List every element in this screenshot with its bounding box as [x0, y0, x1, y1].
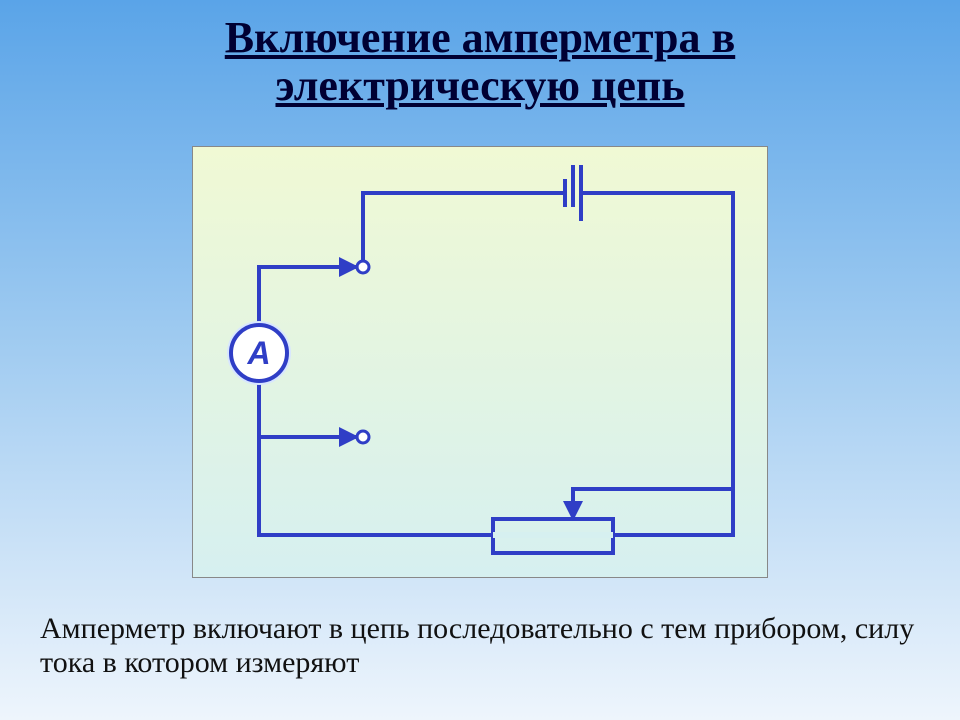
ammeter-label: А	[246, 335, 270, 371]
slide-title: Включение амперметра в электрическую цеп…	[0, 14, 960, 111]
circuit-diagram: А	[192, 146, 768, 578]
slide-caption: Амперметр включают в цепь последовательн…	[40, 612, 920, 680]
title-line-1: Включение амперметра в	[225, 13, 735, 62]
title-line-2: электрическую цепь	[275, 61, 684, 110]
circuit-svg: А	[193, 147, 769, 579]
